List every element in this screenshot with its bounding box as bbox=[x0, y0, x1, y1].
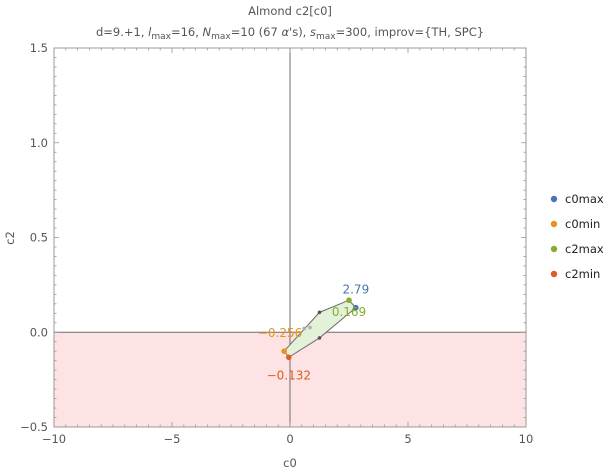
y-tick-label: 0.0 bbox=[30, 325, 48, 339]
data-label-c2min: −0.132 bbox=[267, 368, 311, 382]
x-tick-label: 5 bbox=[404, 432, 411, 446]
x-tick-label: 0 bbox=[286, 432, 293, 446]
subtitle-l-val: =16, bbox=[171, 25, 203, 39]
interior-point bbox=[308, 325, 312, 330]
legend-label-c0max: c0max bbox=[565, 192, 604, 206]
legend-label-c2min: c2min bbox=[565, 267, 600, 281]
subtitle-s-sub: max bbox=[316, 32, 336, 42]
y-tick-label: 1.5 bbox=[30, 41, 48, 55]
legend-marker-c2min bbox=[550, 270, 558, 278]
interior-point bbox=[302, 326, 306, 331]
subtitle-n-val: =10 (67 bbox=[231, 25, 282, 39]
legend-label-c0min: c0min bbox=[565, 217, 600, 231]
point-c0max bbox=[353, 304, 359, 311]
data-label-c0max: 2.79 bbox=[342, 283, 369, 297]
vertex-point bbox=[317, 310, 322, 315]
legend-label-c2max: c2max bbox=[565, 242, 604, 256]
subtitle-l-sub: max bbox=[151, 32, 171, 42]
subtitle-l: l bbox=[148, 25, 152, 39]
x-tick-label: −5 bbox=[164, 432, 181, 446]
chart-subtitle: d=9.+1, lmax=16, Nmax=10 (67 α's), smax=… bbox=[96, 25, 484, 42]
subtitle-prefix: d=9.+1, bbox=[96, 25, 148, 39]
x-tick-label: −10 bbox=[42, 432, 66, 446]
data-label-c0min: −0.256 bbox=[258, 326, 302, 340]
subtitle-s: s bbox=[310, 25, 316, 39]
y-axis-label: c2 bbox=[3, 231, 17, 245]
chart-title: Almond c2[c0] bbox=[248, 4, 332, 18]
vertex-point bbox=[317, 336, 322, 340]
subtitle-s-val: =300, improv={TH, SPC} bbox=[336, 25, 484, 39]
subtitle-n: N bbox=[203, 25, 212, 39]
legend: c0max c0min c2max c2min bbox=[550, 192, 604, 281]
x-tick-label: 10 bbox=[519, 432, 534, 446]
y-tick-label: 1.0 bbox=[30, 136, 48, 150]
y-tick-label: 0.5 bbox=[30, 231, 48, 245]
subtitle-alpha-rest: 's), bbox=[289, 25, 310, 39]
x-axis-label: c0 bbox=[283, 456, 297, 470]
point-c2min bbox=[286, 354, 292, 361]
legend-marker-c0min bbox=[550, 220, 558, 228]
y-tick-label: −0.5 bbox=[20, 420, 48, 434]
point-c2max bbox=[346, 297, 352, 304]
data-label-c2max: 0.169 bbox=[332, 305, 366, 319]
legend-marker-c0max bbox=[550, 195, 558, 203]
point-c0min bbox=[281, 348, 287, 355]
plot-area: −10 −5 0 5 10 −0.5 0.0 0.5 1.0 1.5 2.79 −0.256 0.169… bbox=[20, 41, 533, 446]
legend-marker-c2max bbox=[550, 245, 558, 253]
subtitle-alpha: α bbox=[281, 25, 289, 39]
subtitle-n-sub: max bbox=[211, 32, 231, 42]
